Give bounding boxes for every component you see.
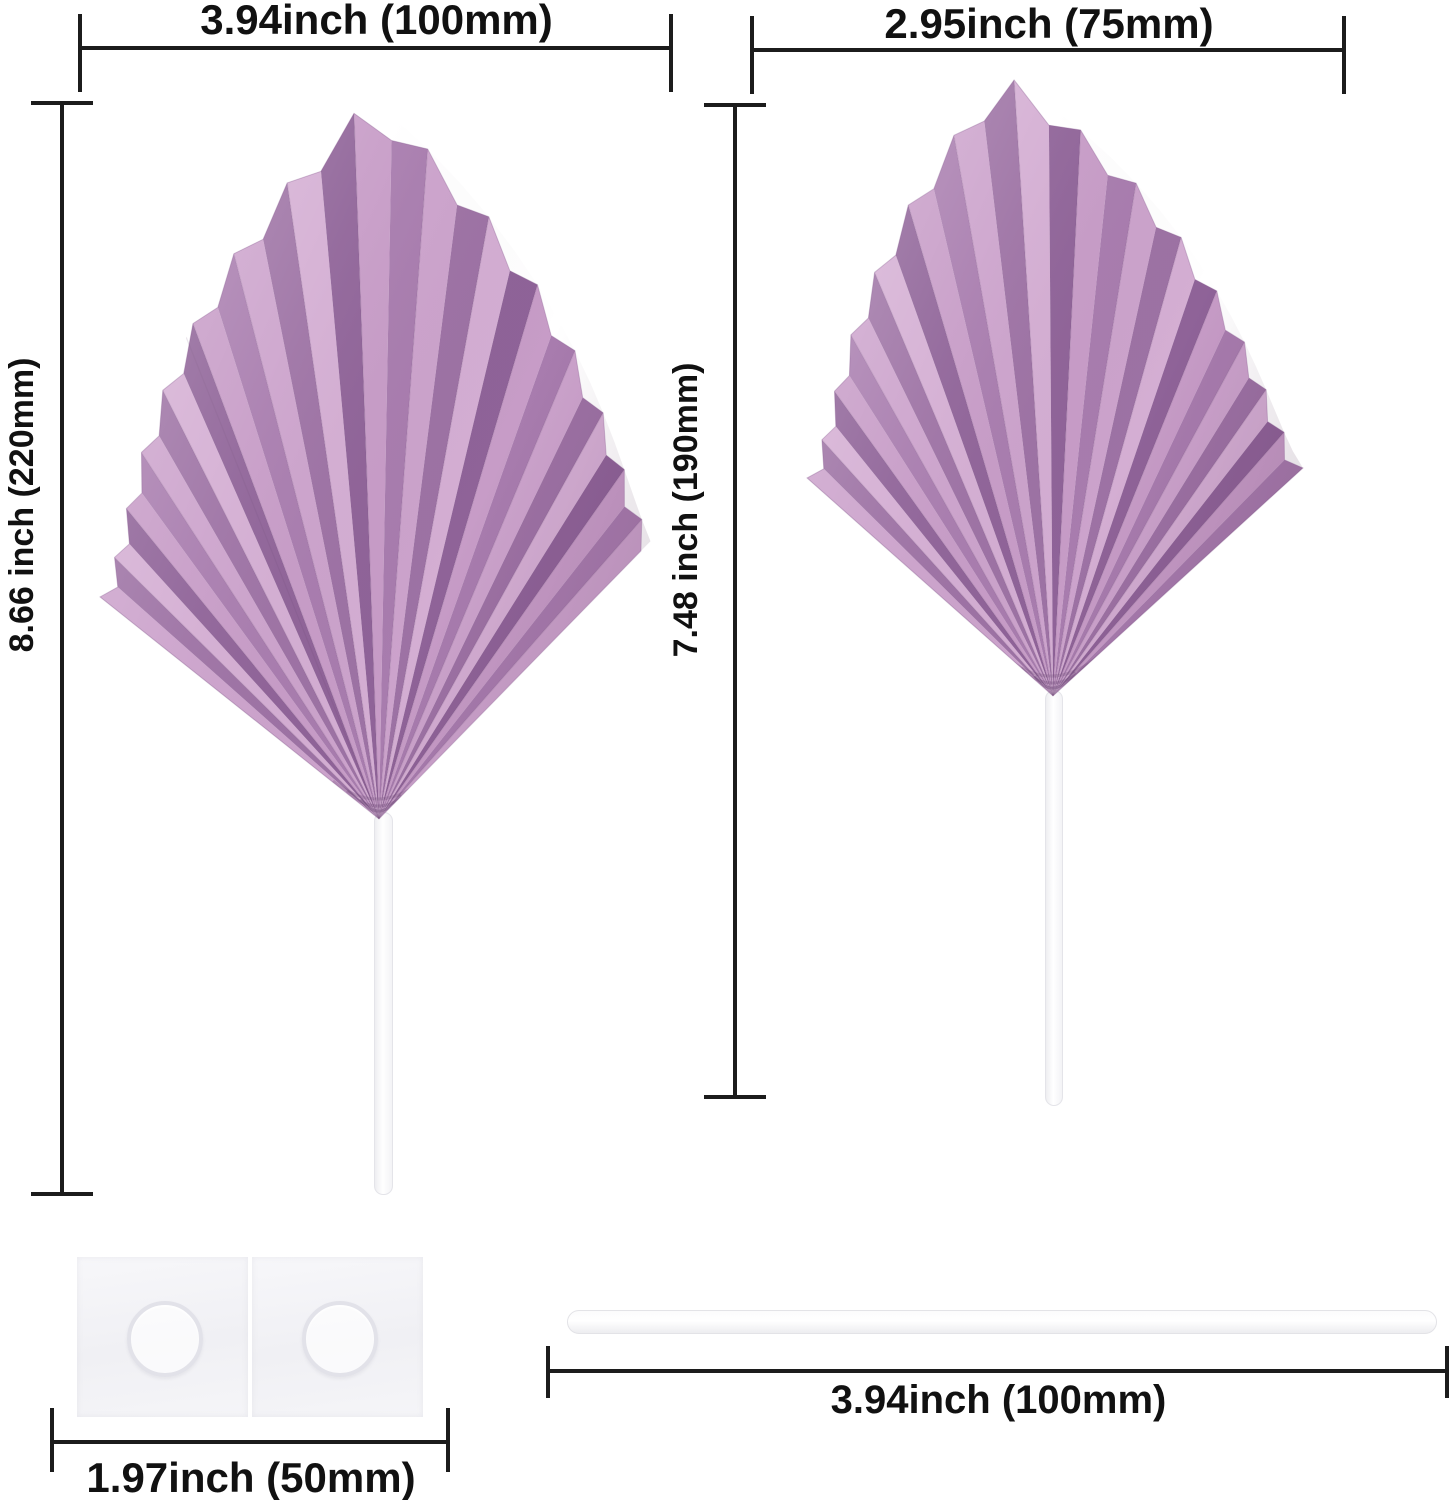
dimension-tick: [50, 1408, 54, 1472]
dimension-tick: [31, 101, 93, 105]
dimension-tick: [704, 103, 766, 107]
glue-dot-circle: [301, 1301, 378, 1377]
large-palm-leaf-graphic: [99, 112, 651, 820]
glue-dot-sheets: [77, 1257, 423, 1417]
dimension-tick: [31, 1192, 93, 1196]
small-palm-leaf-graphic: [806, 79, 1304, 697]
dimension-label-small-leaf-height: 7.48 inch (190mm): [667, 362, 705, 658]
glue-dot-sheet: [252, 1257, 423, 1417]
dimension-tick: [1342, 16, 1346, 94]
dimension-label-large-leaf-height: 8.66 inch (220mm): [3, 357, 41, 653]
dimension-label-large-leaf-width: 3.94inch (100mm): [200, 0, 553, 43]
dimension-line-large-leaf-width: [80, 46, 673, 50]
dimension-tick: [750, 16, 754, 94]
small-leaf-stick: [1045, 690, 1063, 1106]
dimension-line-stick-length: [548, 1369, 1449, 1373]
dimension-line-small-leaf-height: [733, 105, 737, 1099]
dimension-line-glue-width: [52, 1440, 450, 1444]
dimension-tick: [669, 14, 673, 92]
dimension-line-small-leaf-width: [752, 48, 1346, 52]
dimension-label-glue-width: 1.97inch (50mm): [86, 1454, 416, 1500]
loose-paper-stick: [567, 1310, 1437, 1334]
large-leaf-stick: [374, 812, 393, 1195]
dimension-tick: [546, 1346, 550, 1398]
glue-dot-circle: [126, 1301, 203, 1377]
dimension-tick: [704, 1095, 766, 1099]
dimension-label-small-leaf-width: 2.95inch (75mm): [884, 0, 1214, 47]
dimension-tick: [1445, 1346, 1449, 1398]
dimension-tick: [78, 14, 82, 92]
glue-dot-sheet: [77, 1257, 248, 1417]
dimension-line-large-leaf-height: [60, 103, 64, 1196]
dimension-tick: [446, 1408, 450, 1472]
dimension-label-stick-length: 3.94inch (100mm): [830, 1378, 1167, 1422]
